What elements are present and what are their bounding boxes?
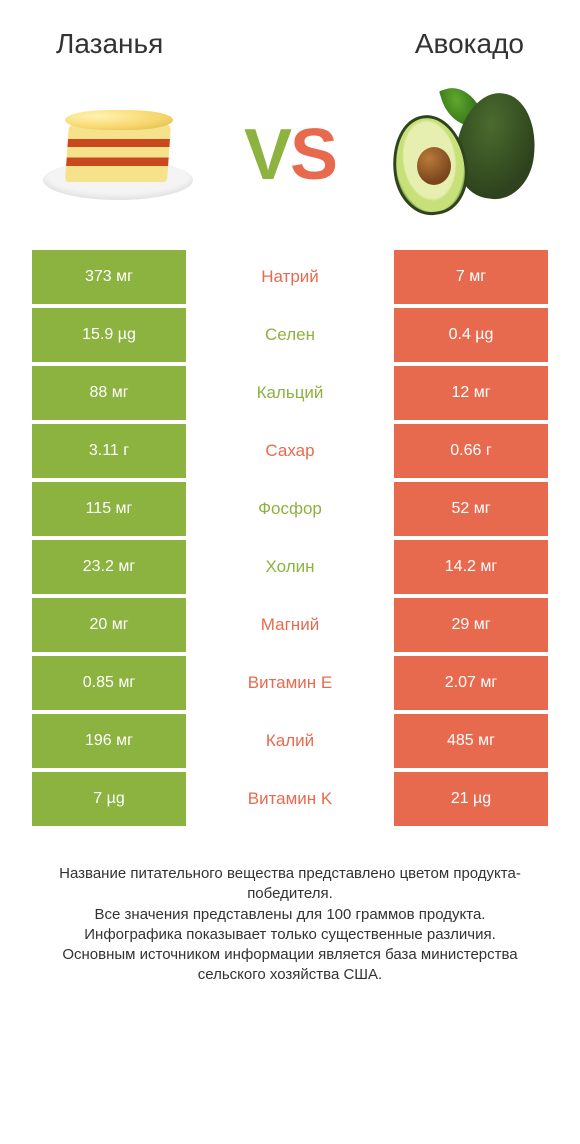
nutrient-label: Витамин K [186,772,394,826]
left-value: 196 мг [32,714,186,768]
footnote: Название питательного вещества представл… [0,830,580,986]
nutrient-label: Сахар [186,424,394,478]
footnote-line: Название питательного вещества представл… [28,864,552,905]
comparison-table: 373 мгНатрий7 мг15.9 µgСелен0.4 µg88 мгК… [0,250,580,826]
vs-label: VS [244,114,336,196]
left-value: 0.85 мг [32,656,186,710]
vs-block: VS [0,60,580,250]
footnote-line: Все значения представлены для 100 граммо… [28,905,552,925]
right-value: 485 мг [394,714,548,768]
right-value: 7 мг [394,250,548,304]
nutrient-label: Магний [186,598,394,652]
table-row: 23.2 мгХолин14.2 мг [32,540,548,594]
left-value: 373 мг [32,250,186,304]
left-title: Лазанья [56,28,163,60]
nutrient-label: Холин [186,540,394,594]
table-row: 373 мгНатрий7 мг [32,250,548,304]
table-row: 196 мгКалий485 мг [32,714,548,768]
right-value: 12 мг [394,366,548,420]
right-value: 21 µg [394,772,548,826]
left-value: 23.2 мг [32,540,186,594]
lasagna-image [38,90,198,220]
nutrient-label: Калий [186,714,394,768]
nutrient-label: Фосфор [186,482,394,536]
header: Лазанья Авокадо [0,0,580,60]
avocado-image [382,90,542,220]
left-value: 115 мг [32,482,186,536]
left-value: 7 µg [32,772,186,826]
table-row: 15.9 µgСелен0.4 µg [32,308,548,362]
left-value: 20 мг [32,598,186,652]
table-row: 7 µgВитамин K21 µg [32,772,548,826]
nutrient-label: Натрий [186,250,394,304]
right-value: 0.66 г [394,424,548,478]
right-value: 0.4 µg [394,308,548,362]
nutrient-label: Витамин E [186,656,394,710]
right-value: 14.2 мг [394,540,548,594]
table-row: 115 мгФосфор52 мг [32,482,548,536]
left-value: 15.9 µg [32,308,186,362]
footnote-line: Основным источником информации является … [28,945,552,986]
table-row: 20 мгМагний29 мг [32,598,548,652]
right-value: 29 мг [394,598,548,652]
right-title: Авокадо [415,28,524,60]
footnote-line: Инфографика показывает только существенн… [28,925,552,945]
table-row: 88 мгКальций12 мг [32,366,548,420]
vs-v: V [244,115,290,195]
right-value: 52 мг [394,482,548,536]
left-value: 88 мг [32,366,186,420]
nutrient-label: Селен [186,308,394,362]
right-value: 2.07 мг [394,656,548,710]
vs-s: S [290,115,336,195]
table-row: 3.11 гСахар0.66 г [32,424,548,478]
table-row: 0.85 мгВитамин E2.07 мг [32,656,548,710]
nutrient-label: Кальций [186,366,394,420]
left-value: 3.11 г [32,424,186,478]
